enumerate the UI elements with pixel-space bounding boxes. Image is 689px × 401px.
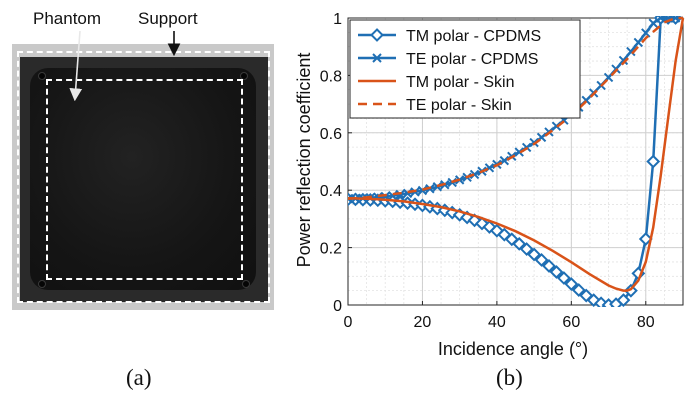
- support-outline: [17, 51, 270, 303]
- screw-bottom-right: [242, 280, 250, 288]
- data-point-x: [641, 28, 651, 38]
- series-4: [348, 16, 683, 201]
- data-point-x: [551, 121, 562, 131]
- legend-label: TE polar - Skin: [406, 97, 512, 114]
- y-tick-label: 0.4: [320, 183, 342, 200]
- x-tick-label: 40: [488, 314, 506, 331]
- phantom-pad: [30, 68, 256, 290]
- data-point-diamond: [556, 271, 571, 285]
- data-point-x: [648, 18, 658, 28]
- annotation-arrows: [69, 30, 181, 102]
- data-point-diamond: [527, 247, 542, 262]
- caption-b: (b): [496, 365, 523, 390]
- chart-legend: TM polar - CPDMS TE polar - CPDMS TM polar…: [349, 19, 581, 119]
- data-point-diamond: [519, 242, 534, 256]
- x-tick-label: 0: [344, 314, 353, 331]
- data-point-diamond: [571, 283, 586, 297]
- x-tick-label: 60: [562, 314, 580, 331]
- data-point-diamond: [549, 265, 564, 279]
- x-tick-label: 80: [637, 314, 655, 331]
- data-point-diamond: [646, 154, 661, 169]
- legend-box: [349, 19, 581, 119]
- panel-a-photo: Phantom Support: [0, 0, 290, 340]
- x-tick-label: 20: [414, 314, 432, 331]
- phantom-outline: [46, 79, 243, 280]
- data-point-x: [618, 55, 629, 66]
- series-line: [348, 17, 685, 292]
- legend-label: TM polar - CPDMS: [406, 28, 541, 45]
- caption-a: (a): [126, 365, 152, 390]
- chart-axes: 0 20 40 60 80 0 0.2 0.4 0.6 0.8 1: [320, 11, 684, 331]
- legend-marker-diamond: [370, 28, 384, 42]
- data-point-x: [514, 147, 524, 157]
- phantom-arrow: [69, 30, 83, 102]
- screw-top-left: [38, 72, 46, 80]
- chart-series: [348, 16, 685, 307]
- data-point-diamond: [504, 232, 519, 247]
- data-point-diamond: [638, 232, 653, 246]
- y-tick-label: 0.8: [320, 68, 342, 85]
- y-tick-label: 0: [333, 298, 342, 315]
- series-3: [348, 17, 685, 292]
- series-line: [348, 16, 683, 201]
- data-point-x: [469, 169, 480, 180]
- data-point-diamond: [542, 259, 556, 273]
- y-axis-label: Power reflection coefficient: [294, 53, 314, 268]
- data-point-diamond: [564, 277, 579, 291]
- y-tick-label: 0.6: [320, 126, 342, 143]
- data-point-x: [626, 46, 636, 57]
- screw-bottom-left: [38, 280, 46, 288]
- screw-top-right: [240, 72, 248, 80]
- data-point-diamond: [512, 236, 527, 251]
- data-point-diamond: [586, 293, 601, 307]
- data-point-diamond: [489, 223, 504, 238]
- data-point-x: [670, 16, 681, 23]
- data-point-x: [633, 37, 644, 48]
- data-point-diamond: [467, 213, 482, 228]
- axes-frame: [347, 17, 684, 306]
- legend-label: TE polar - CPDMS: [406, 51, 538, 68]
- legend-marker-x: [372, 53, 382, 63]
- label-support: Support: [138, 9, 198, 28]
- data-point-x: [655, 16, 666, 23]
- data-point-x: [348, 194, 353, 204]
- data-point-diamond: [623, 283, 638, 298]
- legend-label: TM polar - Skin: [406, 74, 514, 91]
- x-axis-label: Incidence angle (°): [438, 339, 588, 359]
- y-tick-label: 0.2: [320, 241, 342, 258]
- data-point-diamond: [534, 253, 549, 267]
- data-point-diamond: [616, 293, 631, 307]
- y-tick-label: 1: [333, 11, 342, 28]
- label-phantom: Phantom: [33, 9, 102, 28]
- series-1: [348, 16, 683, 307]
- series-line: [348, 16, 683, 201]
